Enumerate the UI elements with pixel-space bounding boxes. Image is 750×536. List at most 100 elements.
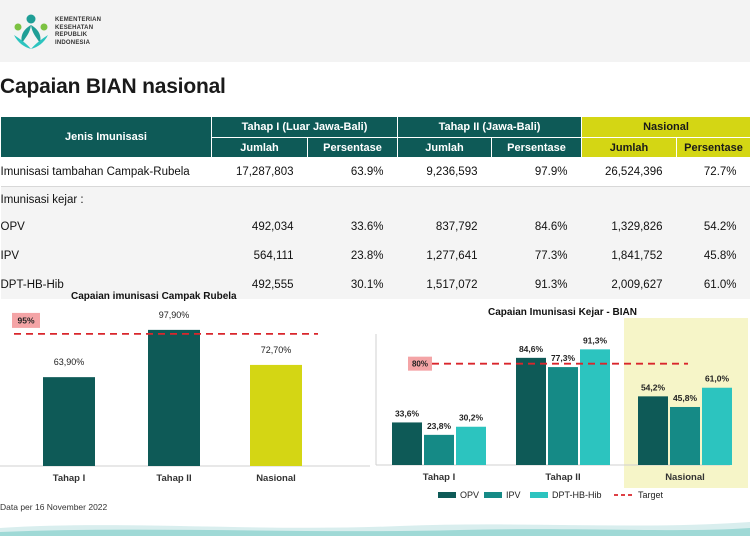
imunisasi-kejar-chart: 33,6% 23,8% 30,2% Tahap I 84,6% 77,3% 91,3% Tah… [375, 318, 748, 500]
cell-t1-jumlah [211, 186, 308, 212]
chart2-title: Capaian Imunisasi Kejar - BIAN [488, 307, 637, 318]
cell-t1-pct [307, 186, 398, 212]
table-row: Imunisasi kejar : [0, 186, 750, 212]
target-label: 95% [17, 315, 34, 325]
cell-n-jumlah: 26,524,396 [581, 157, 677, 187]
legend-swatch [484, 492, 502, 498]
footer-wave [0, 522, 750, 536]
row-name: Imunisasi tambahan Campak-Rubela [0, 157, 212, 187]
target-badge [408, 356, 432, 371]
cell-t1-jumlah: 17,287,803 [211, 157, 308, 187]
cell-t1-jumlah: 492,034 [211, 212, 308, 241]
category-label: Tahap II [156, 473, 191, 484]
header-tahap1: Tahap I (Luar Jawa-Bali) [211, 116, 398, 138]
cell-n-pct: 72.7% [676, 157, 750, 187]
cell-t2-jumlah: 1,517,072 [397, 270, 492, 299]
data-label: 97,90% [159, 310, 190, 320]
table-row: OPV 492,034 33.6% 837,792 84.6% 1,329,82… [0, 212, 750, 241]
org-line: KESEHATAN [55, 24, 94, 31]
cell-t2-jumlah: 9,236,593 [397, 157, 492, 187]
legend-label: Target [638, 490, 664, 500]
org-line: INDONESIA [55, 39, 91, 46]
chart1-title: Capaian imunisasi Campak Rubela [71, 291, 237, 302]
category-label: Nasional [256, 473, 296, 484]
category-label: Tahap I [53, 473, 86, 484]
cell-t2-pct [491, 186, 582, 212]
cell-t2-jumlah: 837,792 [397, 212, 492, 241]
data-label: 30,2% [459, 413, 484, 423]
header-jenis: Jenis Imunisasi [0, 116, 212, 158]
header-tahap2: Tahap II (Jawa-Bali) [397, 116, 582, 138]
header-bar: KEMENTERIAN KESEHATAN REPUBLIK INDONESIA [0, 0, 750, 62]
bar [43, 377, 95, 466]
bar [456, 426, 486, 465]
page-title: Capaian BIAN nasional [0, 75, 226, 98]
category-label: Tahap I [423, 472, 456, 483]
org-line: REPUBLIK [55, 32, 88, 38]
row-name: DPT-HB-Hib [0, 270, 212, 299]
legend-label: OPV [460, 490, 479, 500]
cell-n-jumlah: 2,009,627 [581, 270, 677, 299]
cell-n-jumlah: 1,841,752 [581, 241, 677, 270]
cell-t1-pct: 23.8% [307, 241, 398, 270]
campak-rubela-chart: 63,90% Tahap I 97,90% Tahap II 72,70% Nasiona… [0, 310, 370, 484]
data-label: 23,8% [427, 421, 452, 431]
data-label: 54,2% [641, 382, 666, 392]
footnote: Data per 16 November 2022 [0, 502, 108, 512]
cell-n-pct: 54.2% [676, 212, 750, 241]
cell-t2-pct: 84.6% [491, 212, 582, 241]
table-row: IPV 564,111 23.8% 1,277,641 77.3% 1,841,… [0, 241, 750, 270]
row-name: Imunisasi kejar : [0, 186, 212, 212]
header-jumlah: Jumlah [211, 137, 308, 158]
data-label: 72,70% [261, 345, 292, 355]
data-label: 45,8% [673, 393, 698, 403]
bar [548, 367, 578, 465]
bar [392, 422, 422, 465]
target-label: 80% [412, 360, 428, 369]
cell-t1-pct: 33.6% [307, 212, 398, 241]
cell-n-pct: 45.8% [676, 241, 750, 270]
data-label: 63,90% [54, 357, 85, 367]
header-jumlah: Jumlah [397, 137, 492, 158]
header-nasional: Nasional [580, 116, 750, 138]
header-jumlah: Jumlah [581, 137, 677, 158]
table-row: DPT-HB-Hib 492,555 30.1% 1,517,072 91.3%… [0, 270, 750, 299]
data-label: 77,3% [551, 353, 576, 363]
org-name: KEMENTERIAN KESEHATAN REPUBLIK INDONESIA [55, 17, 101, 47]
org-line: KEMENTERIAN [55, 17, 102, 23]
cell-t1-pct: 30.1% [307, 270, 398, 299]
category-label: Tahap II [545, 472, 580, 483]
data-label: 91,3% [583, 335, 608, 345]
bar [638, 396, 668, 465]
cell-n-pct [676, 186, 750, 212]
legend-swatch [438, 492, 456, 498]
bar [580, 349, 610, 465]
row-name: IPV [0, 241, 212, 270]
cell-t1-pct: 63.9% [307, 157, 398, 187]
cell-n-jumlah: 1,329,826 [581, 212, 677, 241]
cell-t2-jumlah: 1,277,641 [397, 241, 492, 270]
data-label: 33,6% [395, 408, 420, 418]
legend-swatch [530, 492, 548, 498]
cell-t2-pct: 77.3% [491, 241, 582, 270]
target-badge [12, 312, 40, 328]
table-row: Imunisasi tambahan Campak-Rubela 17,287,… [0, 157, 750, 187]
bar [250, 364, 302, 466]
cell-n-jumlah [581, 186, 677, 212]
data-label: 84,6% [519, 344, 544, 354]
row-name: OPV [0, 212, 212, 241]
cell-t2-pct: 97.9% [491, 157, 582, 187]
cell-n-pct: 61.0% [676, 270, 750, 299]
bar [516, 357, 546, 465]
header-persentase: Persentase [675, 137, 750, 158]
bar [424, 434, 454, 465]
bar [670, 406, 700, 465]
header-persentase: Persentase [307, 137, 398, 158]
category-label: Nasional [665, 472, 705, 483]
bar [148, 329, 200, 466]
cell-t1-jumlah: 492,555 [211, 270, 308, 299]
legend-label: IPV [506, 490, 521, 500]
cell-t1-jumlah: 564,111 [211, 241, 308, 270]
cell-t2-jumlah [397, 186, 492, 212]
data-label: 61,0% [705, 374, 730, 384]
